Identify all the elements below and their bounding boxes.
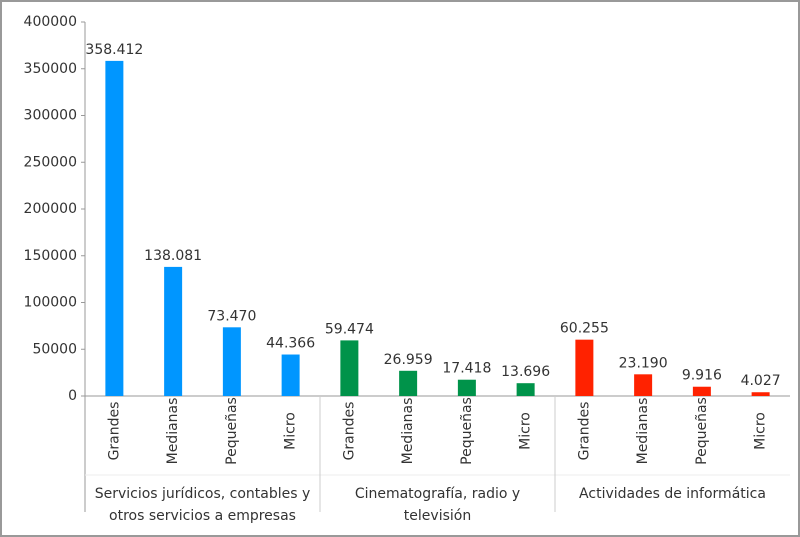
bar: [516, 383, 535, 396]
group-label: Actividades de informática: [579, 486, 766, 502]
x-tick-label: Micro: [518, 412, 534, 450]
value-label: 44.366: [266, 336, 315, 352]
x-tick-label: Grandes: [106, 402, 122, 461]
y-tick-label: 200000: [24, 201, 77, 217]
x-tick-label: Micro: [753, 412, 769, 450]
bar: [457, 379, 476, 396]
y-tick-label: 300000: [24, 108, 77, 124]
bar: [634, 374, 653, 396]
bar: [222, 327, 241, 396]
bar: [105, 60, 124, 397]
bar: [281, 354, 300, 396]
bar: [164, 266, 183, 396]
value-label: 73.470: [207, 308, 256, 324]
bar: [575, 339, 594, 396]
value-label: 17.418: [442, 361, 491, 377]
x-tick-label: Medianas: [400, 398, 416, 465]
bar: [751, 392, 770, 396]
value-label: 138.081: [144, 248, 202, 264]
bar: [340, 340, 359, 396]
value-label: 23.190: [619, 355, 668, 371]
value-label: 9.916: [682, 368, 722, 384]
y-tick-label: 350000: [24, 61, 77, 77]
x-tick-label: Medianas: [165, 398, 181, 465]
x-tick-label: Pequeñas: [459, 397, 475, 465]
group-label: Cinematografía, radio y televisión: [354, 486, 521, 524]
y-tick-label: 400000: [24, 14, 77, 30]
x-tick-label: Pequeñas: [694, 397, 710, 465]
bar: [399, 370, 418, 396]
value-label: 26.959: [384, 352, 433, 368]
x-tick-label: Grandes: [576, 402, 592, 461]
x-tick-label: Medianas: [635, 398, 651, 465]
value-label: 59.474: [325, 321, 374, 337]
bar: [692, 386, 711, 396]
value-label: 60.255: [560, 321, 609, 337]
x-tick-label: Grandes: [341, 402, 357, 461]
value-label: 358.412: [85, 42, 143, 58]
x-tick-label: Micro: [283, 412, 299, 450]
value-label: 4.027: [741, 373, 781, 389]
value-label: 13.696: [501, 364, 550, 380]
y-tick-label: 100000: [24, 295, 77, 311]
group-label: Servicios jurídicos, contables y otros s…: [94, 486, 311, 524]
y-tick-label: 150000: [24, 248, 77, 264]
y-tick-label: 0: [68, 388, 77, 404]
x-tick-label: Pequeñas: [224, 397, 240, 465]
y-tick-label: 50000: [32, 341, 77, 357]
y-tick-label: 250000: [24, 154, 77, 170]
